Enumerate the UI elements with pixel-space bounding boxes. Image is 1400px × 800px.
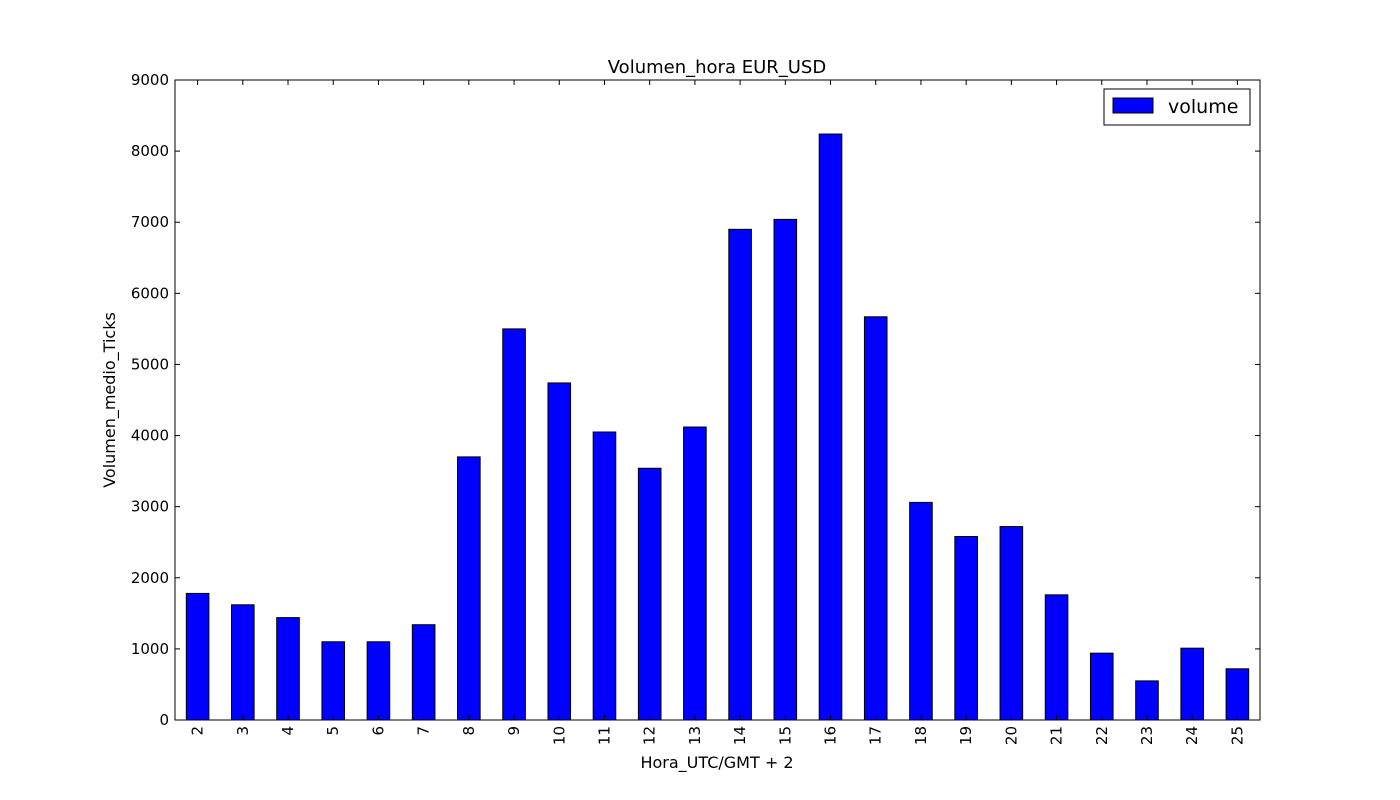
x-tick-label-12: 12 xyxy=(641,726,659,745)
x-tick-label-14: 14 xyxy=(731,726,749,745)
bar-25 xyxy=(1225,668,1250,721)
bar-17 xyxy=(863,316,888,721)
x-tick-label-11: 11 xyxy=(595,726,613,745)
y-tick-label-8000: 8000 xyxy=(131,142,169,160)
bar-14 xyxy=(728,228,752,721)
y-tick-label-7000: 7000 xyxy=(131,213,169,231)
x-tick-label-21: 21 xyxy=(1048,726,1066,745)
y-tick-label-3000: 3000 xyxy=(131,498,169,516)
bar-5 xyxy=(321,641,346,721)
y-tick-label-0: 0 xyxy=(159,711,169,729)
plot-frame xyxy=(174,79,1261,721)
y-tick-label-4000: 4000 xyxy=(131,427,169,445)
x-tick-label-19: 19 xyxy=(957,726,975,745)
y-axis-label: Volumen_medio_Ticks xyxy=(100,312,120,488)
bar-7 xyxy=(411,624,436,721)
bar-15 xyxy=(773,218,798,721)
x-tick-label-23: 23 xyxy=(1138,726,1156,745)
chart-title: Volumen_hora EUR_USD xyxy=(608,57,826,78)
x-tick-label-18: 18 xyxy=(912,726,930,745)
x-tick-label-8: 8 xyxy=(460,726,478,736)
y-tick-label-9000: 9000 xyxy=(131,71,169,89)
bar-12 xyxy=(637,467,662,721)
y-tick-label-1000: 1000 xyxy=(131,640,169,658)
legend: volume xyxy=(1103,88,1251,126)
legend-label: volume xyxy=(1168,96,1238,118)
x-tick-label-25: 25 xyxy=(1228,726,1246,745)
bar-20 xyxy=(999,526,1024,721)
x-tick-label-6: 6 xyxy=(369,726,387,736)
bar-13 xyxy=(683,426,707,721)
bars-group xyxy=(185,133,1250,721)
x-tick-label-7: 7 xyxy=(415,726,433,736)
bar-10 xyxy=(547,382,572,721)
y-tick-label-5000: 5000 xyxy=(131,355,169,373)
x-tick-label-15: 15 xyxy=(776,726,794,745)
x-tick-label-24: 24 xyxy=(1183,726,1201,745)
bar-9 xyxy=(502,328,526,721)
y-tick-label-2000: 2000 xyxy=(131,569,169,587)
x-tick-label-3: 3 xyxy=(234,726,252,736)
bar-23 xyxy=(1135,680,1159,721)
bar-22 xyxy=(1089,652,1114,721)
x-tick-label-10: 10 xyxy=(550,726,568,745)
x-tick-label-2: 2 xyxy=(189,726,207,736)
x-axis-label: Hora_UTC/GMT + 2 xyxy=(640,753,793,773)
x-tick-label-4: 4 xyxy=(279,726,297,736)
x-tick-label-13: 13 xyxy=(686,726,704,745)
bar-19 xyxy=(954,536,978,721)
bar-8 xyxy=(457,456,481,721)
x-tick-label-20: 20 xyxy=(1002,726,1020,745)
bar-4 xyxy=(276,617,300,721)
x-tick-label-16: 16 xyxy=(822,726,840,745)
legend-swatch xyxy=(1112,97,1154,114)
y-tick-label-6000: 6000 xyxy=(131,284,169,302)
x-ticks-group: 2 3 4 5 6 7 8 9 10 11 12 13 14 15 16 17 18 19 20 21 22 23 24 25 xyxy=(189,80,1246,745)
bar-6 xyxy=(366,641,391,721)
bar-24 xyxy=(1180,647,1204,721)
bar-16 xyxy=(818,133,843,721)
bar-3 xyxy=(231,604,255,721)
bar-21 xyxy=(1044,594,1069,721)
bar-18 xyxy=(909,501,933,721)
x-tick-label-17: 17 xyxy=(867,726,885,745)
bar-2 xyxy=(185,592,210,721)
x-tick-label-22: 22 xyxy=(1093,726,1111,745)
x-tick-label-9: 9 xyxy=(505,726,523,736)
y-ticks-group: 0 1000 2000 3000 4000 5000 6000 7000 8000 9000 xyxy=(131,71,1260,729)
bar-11 xyxy=(592,431,617,721)
x-tick-label-5: 5 xyxy=(324,726,342,736)
